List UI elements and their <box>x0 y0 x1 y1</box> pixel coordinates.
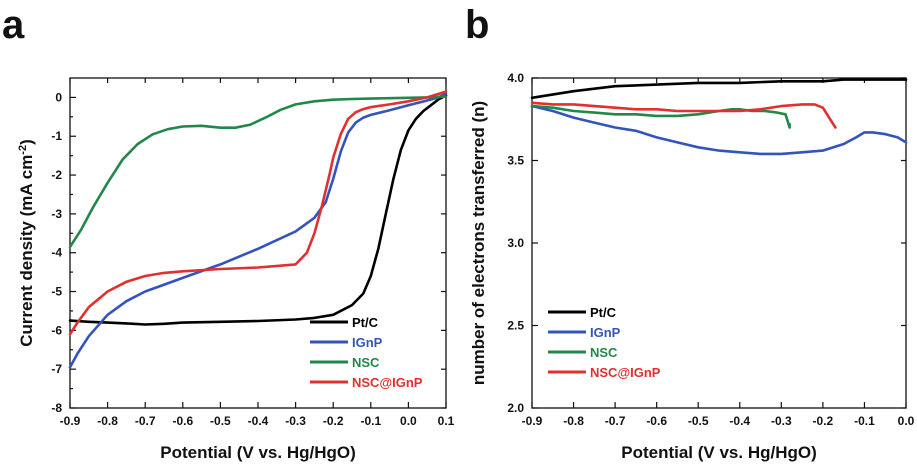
y-tick-label: -6 <box>51 323 62 337</box>
panel-a-chart: a -0.9 -0.8 -0.7 -0.6 -0.5 -0.4 -0.3 -0.2 -0.1 0.… <box>2 3 455 462</box>
y-tick-label: -7 <box>51 362 62 376</box>
panel-b-x-ticks: -0.9 -0.8 -0.7 -0.6 -0.5 -0.4 -0.3 -0.2 -0.1 0.0 <box>522 78 915 428</box>
panel-b-label: b <box>465 3 489 47</box>
legend-entry-label: NSC@IGnP <box>352 375 423 390</box>
panel-a-legend: Pt/C IGnP NSC NSC@IGnP <box>310 315 423 390</box>
legend-entry-label: NSC <box>590 345 618 360</box>
panel-a-series <box>68 90 448 369</box>
legend-entry-label: NSC <box>352 355 380 370</box>
x-tick-label: 0.1 <box>438 414 455 428</box>
legend-entry-label: NSC@IGnP <box>590 365 661 380</box>
panel-a-y-axis-label: Current density (mA cm-2) <box>17 139 36 347</box>
panel-a-x-ticks: -0.9 -0.8 -0.7 -0.6 -0.5 -0.4 -0.3 -0.2 -0.1 0.0 0… <box>60 78 455 428</box>
y-tick-label: 3.0 <box>507 236 524 250</box>
y-tick-label: -8 <box>51 401 62 415</box>
legend-entry-label: IGnP <box>352 335 383 350</box>
series-line-ignp <box>530 104 908 156</box>
y-tick-label: 2.5 <box>507 319 524 333</box>
x-tick-label: -0.1 <box>360 414 381 428</box>
y-tick-label: 0 <box>55 90 62 104</box>
panel-b-series <box>530 78 908 156</box>
panel-b-y-axis-label: number of electrons transferred (n) <box>469 101 488 385</box>
series-line-ignp <box>68 92 448 369</box>
x-tick-label: -0.3 <box>771 414 792 428</box>
panel-b-y-ticks: 4.0 3.5 3.0 2.5 2.0 <box>507 71 906 415</box>
x-tick-label: -0.2 <box>813 414 834 428</box>
y-tick-label: 4.0 <box>507 71 524 85</box>
panel-a-x-axis-label: Potential (V vs. Hg/HgO) <box>160 443 356 462</box>
x-tick-label: 0.0 <box>898 414 915 428</box>
panel-a-y-ticks: 0 -1 -2 -3 -4 -5 -6 -7 -8 <box>51 90 446 415</box>
x-tick-label: -0.6 <box>172 414 193 428</box>
panel-b-legend: Pt/C IGnP NSC NSC@IGnP <box>548 305 661 380</box>
x-tick-label: -0.8 <box>563 414 584 428</box>
x-tick-label: -0.4 <box>248 414 269 428</box>
panel-a-y-axis-label-sup: -2 <box>17 145 29 155</box>
x-tick-label: -0.7 <box>605 414 626 428</box>
panel-b-x-axis-label: Potential (V vs. Hg/HgO) <box>621 443 817 462</box>
x-tick-label: -0.5 <box>688 414 709 428</box>
x-tick-label: -0.4 <box>729 414 750 428</box>
x-tick-label: -0.7 <box>135 414 156 428</box>
x-tick-label: -0.6 <box>646 414 667 428</box>
x-tick-label: 0.0 <box>400 414 417 428</box>
legend-entry-label: Pt/C <box>590 305 617 320</box>
x-tick-label: -0.3 <box>285 414 306 428</box>
panel-a-label: a <box>2 3 25 47</box>
y-tick-label: -5 <box>51 285 62 299</box>
y-tick-label: -4 <box>51 246 62 260</box>
x-tick-label: -0.9 <box>522 414 543 428</box>
series-line-nsc-ignp <box>68 90 448 336</box>
legend-entry-label: Pt/C <box>352 315 379 330</box>
y-tick-label: 2.0 <box>507 401 524 415</box>
panel-a-y-axis-label-close: ) <box>17 139 36 145</box>
series-line-nsc <box>68 95 448 249</box>
panel-a-plot-frame <box>69 77 447 409</box>
x-tick-label: -0.9 <box>60 414 81 428</box>
series-line-pt-c <box>530 78 908 100</box>
panel-a-y-axis-label-text: Current density (mA cm <box>17 155 36 347</box>
y-tick-label: -2 <box>51 168 62 182</box>
panel-b-plot-frame <box>531 77 907 409</box>
y-tick-label: 3.5 <box>507 154 524 168</box>
x-tick-label: -0.5 <box>210 414 231 428</box>
x-tick-label: -0.2 <box>323 414 344 428</box>
x-tick-label: -0.1 <box>854 414 875 428</box>
panel-b-chart: b -0.9 -0.8 -0.7 -0.6 -0.5 -0.4 -0.3 -0.2 -0.1 0.… <box>465 3 915 462</box>
series-line-pt-c <box>68 94 448 326</box>
x-tick-label: -0.8 <box>97 414 118 428</box>
y-tick-label: -1 <box>51 129 62 143</box>
legend-entry-label: IGnP <box>590 325 621 340</box>
y-tick-label: -3 <box>51 207 62 221</box>
series-line-nsc-ignp <box>530 101 837 129</box>
